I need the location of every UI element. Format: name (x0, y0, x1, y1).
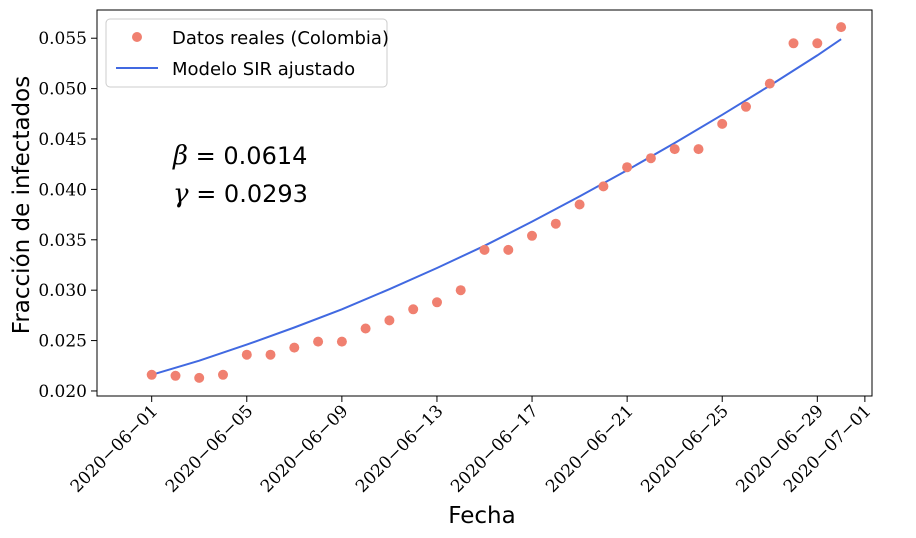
data-point (717, 118, 728, 129)
data-point (384, 315, 395, 326)
model-line-layer (151, 38, 842, 376)
x-tick-label: 2020−06−13 (352, 401, 447, 496)
gamma-annotation: γ = 0.0293 (173, 179, 308, 209)
data-point (836, 22, 847, 33)
plot-frame (96, 9, 873, 397)
data-point (645, 153, 656, 164)
data-point (146, 369, 157, 380)
legend-marker-data (132, 32, 142, 42)
model-line (151, 38, 842, 376)
y-tick-label: 0.045 (38, 130, 87, 150)
x-tick-label: 2020−06−01 (67, 401, 162, 496)
parameter-annotations: β = 0.0614 γ = 0.0293 (172, 141, 308, 209)
gamma-symbol: γ (173, 179, 189, 209)
y-tick-label: 0.040 (38, 180, 87, 200)
data-point (622, 162, 633, 173)
x-tick-label: 2020−06−17 (447, 401, 542, 496)
y-tick-label: 0.055 (38, 29, 87, 49)
x-tick-label: 2020−06−21 (542, 401, 637, 496)
beta-annotation: β = 0.0614 (172, 141, 307, 171)
data-point (336, 336, 347, 347)
x-axis-ticks: 2020−06−01 2020−06−05 2020−06−09 2020−06−13… (67, 396, 875, 497)
y-axis-label: Fracción de infectados (9, 76, 35, 334)
data-point (432, 297, 442, 308)
data-point (741, 101, 751, 112)
data-point (479, 244, 490, 255)
data-point (503, 244, 514, 255)
data-point (764, 78, 775, 89)
beta-value: = 0.0614 (196, 142, 308, 170)
x-tick-label: 2020−06−05 (162, 401, 257, 496)
data-point (241, 349, 252, 360)
x-axis-label: Fecha (448, 503, 515, 529)
data-point (693, 144, 704, 155)
data-point (194, 372, 205, 383)
y-tick-label: 0.050 (38, 80, 87, 100)
data-point (265, 349, 276, 360)
data-point (574, 199, 585, 210)
data-point (313, 336, 324, 347)
data-point (527, 230, 537, 241)
y-tick-label: 0.020 (38, 382, 87, 402)
data-point (408, 304, 419, 315)
y-tick-label: 0.035 (38, 231, 87, 251)
data-point (170, 370, 181, 381)
data-point (788, 38, 799, 49)
data-points-layer (146, 22, 847, 383)
gamma-value: = 0.0293 (196, 180, 308, 208)
data-point (360, 323, 371, 334)
data-point (218, 369, 228, 380)
y-tick-label: 0.030 (38, 281, 87, 301)
x-tick-label: 2020−06−25 (637, 401, 732, 496)
legend: Datos reales (Colombia) Modelo SIR ajust… (105, 18, 389, 88)
data-point (812, 38, 823, 49)
legend-box (105, 18, 388, 88)
data-point (550, 218, 561, 229)
legend-entry-model: Modelo SIR ajustado (172, 59, 355, 80)
data-point (289, 342, 300, 353)
data-point (669, 144, 680, 155)
data-point (455, 285, 466, 296)
y-tick-label: 0.025 (38, 332, 87, 352)
data-point (598, 181, 609, 192)
beta-symbol: β (172, 141, 188, 171)
x-tick-label: 2020−06−09 (257, 401, 352, 496)
legend-entry-data: Datos reales (Colombia) (172, 28, 389, 49)
y-axis-ticks: 0.020 0.025 0.030 0.035 0.040 0.045 0.050 0.055 (38, 29, 97, 402)
